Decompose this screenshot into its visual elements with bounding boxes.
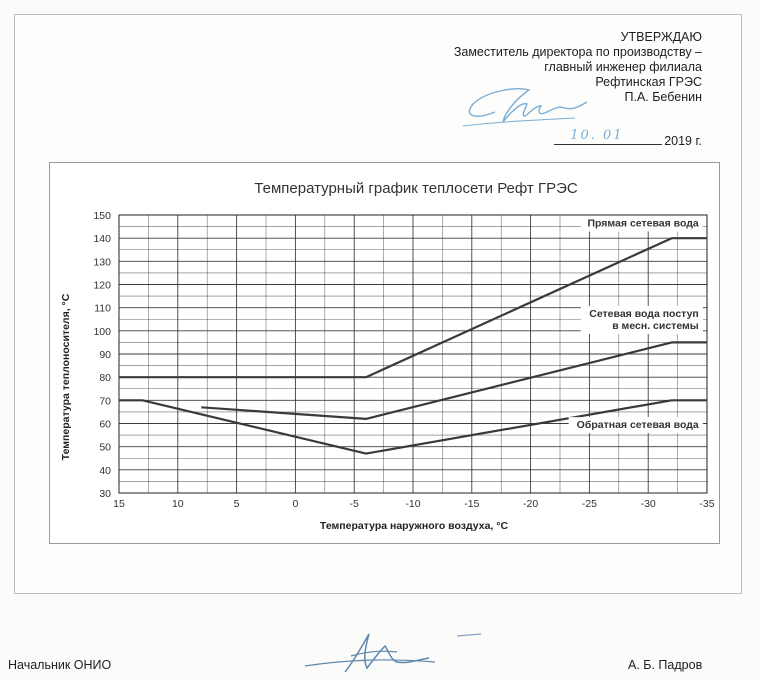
series-label: Обратная сетевая вода [577, 419, 699, 431]
x-tick-label: -10 [405, 498, 420, 510]
x-tick-label: 5 [234, 498, 240, 510]
series-line [119, 237, 707, 379]
chart-title: Температурный график теплосети Рефт ГРЭС [254, 180, 578, 197]
approval-position-line: Заместитель директора по производству – [453, 45, 702, 59]
footer-position: Начальник ОНИО [8, 658, 112, 672]
approval-year: 2019 г. [664, 134, 702, 148]
y-axis-label: Температура теплоносителя, °С [60, 293, 72, 460]
x-axis-label: Температура наружного воздуха, °С [320, 520, 509, 532]
y-tick-label: 140 [93, 233, 111, 245]
y-tick-label: 90 [99, 349, 111, 361]
y-tick-label: 130 [93, 256, 111, 268]
y-tick-label: 110 [94, 303, 111, 315]
signature-approve-icon [462, 88, 588, 127]
series-label: Сетевая вода поступ [589, 308, 699, 320]
footer-name: А. Б. Падров [628, 658, 703, 672]
y-tick-label: 80 [99, 372, 111, 384]
y-tick-label: 150 [93, 210, 111, 222]
series-label: Прямая сетевая вода [587, 218, 698, 230]
y-tick-label: 70 [99, 395, 111, 407]
y-tick-label: 30 [99, 488, 111, 500]
approval-block: УТВЕРЖДАЮ Заместитель директора по произ… [454, 30, 702, 105]
series-line [119, 399, 707, 455]
y-tick-label: 120 [93, 280, 111, 292]
x-tick-label: -15 [464, 498, 479, 510]
x-tick-label: -35 [699, 498, 714, 510]
series-label: в месн. системы [612, 320, 699, 332]
approval-position-line: главный инженер филиала [544, 60, 702, 74]
handwritten-date: 10. 01 [570, 128, 624, 143]
x-tick-label: 0 [292, 498, 298, 510]
signature-footer-icon [304, 633, 482, 673]
series-label-backing [580, 215, 703, 232]
y-tick-label: 40 [99, 465, 111, 477]
x-tick-label: -5 [350, 498, 359, 510]
series-line [201, 341, 707, 420]
approval-signatory: П.А. Бебенин [624, 90, 702, 104]
temperature-chart: 15 10 5 0 -5 -10 -15 -20 -25 -30 -3530405060708090… [60, 180, 715, 532]
x-tick-label: 10 [172, 498, 184, 510]
y-tick-label: 100 [93, 326, 111, 338]
y-tick-label: 50 [99, 442, 111, 454]
approval-date: 10. 01 2019 г. [554, 128, 702, 148]
series-label-backing [568, 417, 703, 434]
approval-heading: УТВЕРЖДАЮ [620, 30, 702, 44]
approval-organization: Рефтинская ГРЭС [595, 75, 702, 89]
x-tick-label: -30 [641, 498, 656, 510]
x-tick-label: -25 [582, 498, 597, 510]
plot-border [118, 214, 708, 494]
y-tick-label: 60 [99, 419, 111, 431]
series-label-backing [580, 305, 703, 334]
x-tick-label: 15 [113, 498, 125, 510]
x-tick-label: -20 [523, 498, 538, 510]
chart-frame: 15 10 5 0 -5 -10 -15 -20 -25 -30 -35 30 40 50 60 70 80 90… [49, 162, 720, 544]
